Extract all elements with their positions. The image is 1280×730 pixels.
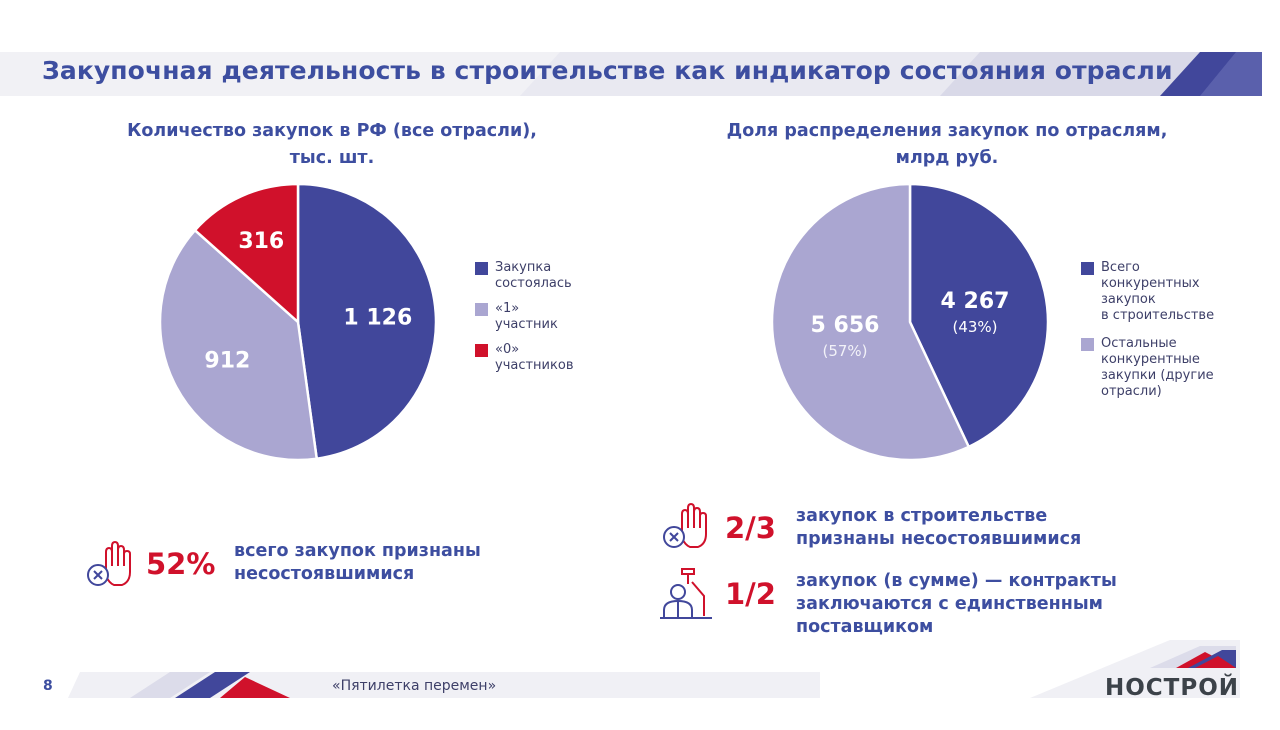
legend-item-construction: Всего конкурентных закупок в строительст… [1081,260,1231,324]
stat-52-text-line: несостоявшимися [234,564,415,584]
pie2-slice-share-other: (57%) [822,342,867,360]
pie2-slice-construction [908,182,1050,449]
legend-item-other: Остальные конкурентные закупки (другие о… [1081,336,1231,400]
legend-label: конкурентные [1101,352,1200,367]
pie-chart-purchases-count: 1 126 912 316 [158,182,438,462]
legend-label: «0» [495,342,520,357]
legend-label: Остальные [1101,336,1177,351]
pie2-legend: Всего конкурентных закупок в строительст… [1081,260,1231,409]
pie2-slice-label-other: 5 656 [811,313,880,338]
legend-item-zero-participants: «0» участников [475,342,605,374]
worker-icon [660,568,712,619]
stat-two-thirds: 2/3 [725,511,776,545]
chart2-title: Доля распределения закупок по отраслям, … [692,118,1202,172]
chart2-title-line: млрд руб. [895,148,999,168]
pie1-slice-label-completed: 1 126 [343,306,412,331]
legend-label: конкурентных [1101,276,1200,291]
pie1-slice-zero-participants [193,182,300,325]
stat-52-percent: 52% [146,547,216,581]
legend-label: Закупка [495,260,552,275]
stat-one-half-text-line: заключаются с единственным [796,594,1103,614]
legend-label: в строительстве [1101,308,1215,323]
legend-label: «1» [495,301,520,316]
legend-label: отрасли) [1101,384,1162,399]
stat-one-half-text-line: поставщиком [796,617,934,637]
legend-label: участник [495,317,558,332]
page-title: Закупочная деятельность в строительстве … [42,56,1173,85]
pie1-slice-one-participant [158,228,319,462]
stat-one-half-text-line: закупок (в сумме) — контракты [796,571,1117,591]
legend-label: закупки (другие [1101,368,1214,383]
stat-two-thirds-text: закупок в строительстве признаны несосто… [796,505,1081,551]
chart1-title-line: Количество закупок в РФ (все отрасли), [127,121,537,141]
page-number: 8 [43,678,53,694]
pie2-slice-share-construction: (43%) [952,318,997,336]
legend-swatch [475,344,488,357]
legend-swatch [1081,262,1094,275]
stat-two-thirds-text-line: закупок в строительстве [796,506,1048,526]
legend-item-one-participant: «1» участник [475,301,605,333]
pie1-slice-label-zero-participants: 316 [238,229,284,254]
pie1-slice-label-one-participant: 912 [204,349,250,374]
stat-two-thirds-text-line: признаны несостоявшимися [796,529,1082,549]
pie1-slice-completed [296,182,438,461]
hand-stop-icon [87,540,131,586]
footer-tagline: «Пятилетка перемен» [332,678,497,694]
legend-item-completed: Закупка состоялась [475,260,605,292]
stat-one-half: 1/2 [725,577,776,611]
hand-stop-icon [663,502,707,548]
legend-swatch [475,303,488,316]
pie2-slices [770,182,1050,462]
pie2-slice-other [770,182,971,462]
pie2-slice-label-construction: 4 267 [941,289,1010,314]
nostroy-logo: НОСТРОЙ [1105,675,1240,701]
stat-one-half-text: закупок (в сумме) — контракты заключаютс… [796,570,1117,639]
chart1-title-line: тыс. шт. [289,148,375,168]
pie1-legend: Закупка состоялась «1» участник «0» учас… [475,260,605,383]
chart1-title: Количество закупок в РФ (все отрасли), т… [82,118,582,172]
legend-label: закупок [1101,292,1156,307]
chart2-title-line: Доля распределения закупок по отраслям, [726,121,1168,141]
pie-chart-industry-share: 4 267 (43%) 5 656 (57%) [770,182,1050,462]
legend-swatch [475,262,488,275]
legend-swatch [1081,338,1094,351]
stat-52-text: всего закупок признаны несостоявшимися [234,540,481,586]
pie1-slices [158,182,438,462]
legend-label: участников [495,358,574,373]
legend-label: состоялась [495,276,572,291]
stat-52-text-line: всего закупок признаны [234,541,481,561]
legend-label: Всего [1101,260,1140,275]
